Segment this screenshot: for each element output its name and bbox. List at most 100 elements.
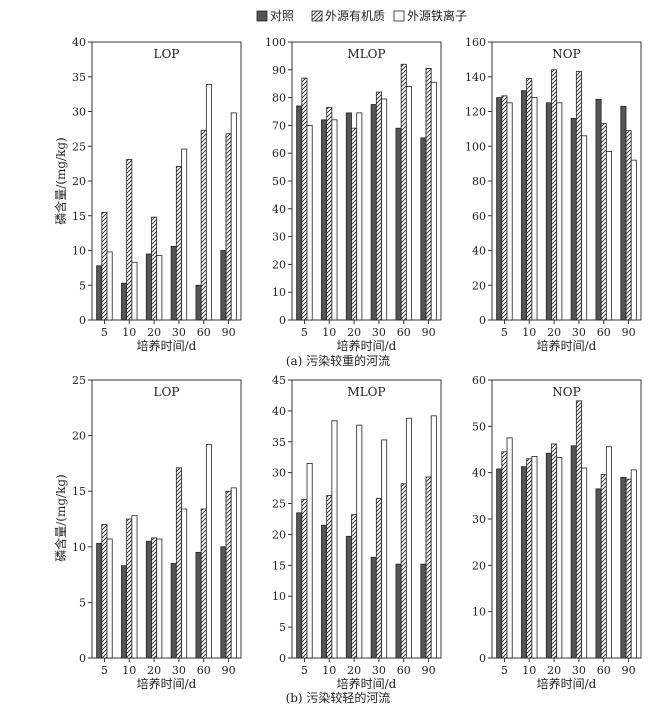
panel-a-mlop-ytick-label-10: 100 [265, 36, 286, 49]
panel-b-nop-bar-control-30 [570, 445, 577, 659]
panel-a-mlop-xtick-label-60: 60 [397, 326, 411, 339]
panel-b-mlop-x-axis-title: 培养时间/d [337, 676, 397, 691]
panel-a-nop-bar-organic-60 [600, 123, 607, 321]
panel-b-lop-bar-organic-60 [200, 508, 207, 659]
panel-a-nop-xtick-label-10: 10 [522, 326, 536, 339]
panel-a-mlop-bar-control-5 [296, 105, 303, 321]
panel-b-mlop-xtick-label-10: 10 [322, 664, 336, 677]
panel-a-nop-xtick-label-30: 30 [572, 326, 586, 339]
panel-a-lop-bar-control-5 [96, 265, 103, 321]
panel-a-nop-bar-control-10 [521, 90, 528, 321]
panel-a-lop-bar-iron-30 [181, 148, 188, 321]
panel-b-mlop-xtick-label-30: 30 [372, 664, 386, 677]
panel-b-lop-bar-control-20 [145, 540, 152, 659]
panel-b-lop-bar-iron-10 [131, 515, 138, 659]
panel-b-nop-ytick-label-1: 10 [472, 606, 486, 619]
legend-swatch-organic [311, 10, 323, 22]
panel-a-nop-x-axis-title: 培养时间/d [537, 338, 597, 353]
panel-b-nop-bar-organic-30 [575, 400, 582, 659]
panel-a-mlop-bar-iron-20 [356, 112, 363, 321]
panel-b-nop-xtick-label-90: 90 [622, 664, 636, 677]
panel-b-lop-bar-iron-60 [205, 444, 212, 659]
panel-a-lop-ytick-label-7: 35 [72, 71, 86, 84]
panel-b-nop-ytick-label-0: 0 [479, 652, 486, 665]
panel-a-mlop-bar-iron-30 [381, 98, 388, 321]
panel-a-lop-bar-control-30 [170, 245, 177, 321]
panel-a-nop-ytick-label-4: 80 [472, 175, 486, 188]
y-axis-title-b: 磷含量/(mg/kg) [53, 474, 68, 561]
panel-b-lop-x-axis-title: 培养时间/d [137, 676, 197, 691]
panel-a-lop-bar-control-10 [121, 282, 128, 321]
panel-a-lop-bar-iron-5 [106, 251, 113, 321]
panel-b-nop-xtick-label-10: 10 [522, 664, 536, 677]
legend-swatch-control [256, 10, 268, 22]
panel-a-mlop-ytick-label-8: 80 [272, 92, 286, 105]
panel-b-nop-xtick-label-20: 20 [547, 664, 561, 677]
panel-b-mlop-bar-iron-20 [356, 424, 363, 659]
panel-b-mlop-ytick-label-0: 0 [279, 652, 286, 665]
panel-b-lop-bar-control-60 [195, 551, 202, 659]
panel-a-mlop-bar-organic-90 [425, 68, 432, 321]
panel-b-lop: LOP 0 5 10 15 20 25 5 10 20 30 60 90 培养时间/d [72, 374, 242, 691]
panel-a-lop-bar-organic-60 [200, 129, 207, 321]
panel-a-lop-ytick-label-4: 20 [72, 175, 86, 188]
legend: 对照 外源有机质 外源铁离子 [256, 8, 467, 23]
panel-b-nop-bar-iron-90 [630, 469, 637, 659]
panel-a-mlop-ytick-label-0: 0 [279, 314, 286, 327]
panel-a-lop-ytick-label-8: 40 [72, 36, 86, 49]
panel-a-lop-bar-organic-10 [126, 159, 133, 321]
panel-b-lop-ytick-label-2: 10 [72, 541, 86, 554]
panel-a-nop-xtick-label-90: 90 [622, 326, 636, 339]
panel-b-mlop-bar-iron-5 [306, 462, 313, 659]
panel-a-mlop-xtick-label-30: 30 [372, 326, 386, 339]
panel-b-lop-ytick-label-3: 15 [72, 485, 86, 498]
panel-b-lop-bar-organic-10 [126, 518, 133, 659]
panel-a-mlop-x-axis-title: 培养时间/d [337, 338, 397, 353]
panel-b-mlop-bar-control-10 [321, 524, 328, 659]
panel-b-lop-bar-control-5 [96, 543, 103, 659]
panel-b-mlop-ytick-label-4: 20 [272, 528, 286, 541]
panel-b-mlop-ytick-label-8: 40 [272, 405, 286, 418]
panel-b-mlop-xtick-label-90: 90 [422, 664, 436, 677]
panel-a-mlop-ytick-label-4: 40 [272, 203, 286, 216]
panel-a-lop-bar-iron-90 [230, 112, 237, 321]
panel-a-nop-title: NOP [552, 47, 580, 61]
panel-b-lop-xtick-label-90: 90 [222, 664, 236, 677]
panel-a-lop-ytick-label-2: 10 [72, 245, 86, 258]
panel-b-mlop-bar-organic-5 [301, 498, 308, 659]
panel-b-lop-bar-organic-5 [101, 524, 108, 659]
panel-a-nop-bar-iron-5 [506, 102, 513, 321]
row-caption-b: (b) 污染较轻的河流 [286, 690, 391, 705]
panel-b-nop-bar-organic-5 [501, 451, 508, 659]
panel-b-nop-xtick-label-60: 60 [597, 664, 611, 677]
panel-a-mlop-ytick-label-7: 70 [272, 119, 286, 132]
panel-a-nop-bar-control-60 [595, 98, 602, 321]
row-caption-a: (a) 污染较重的河流 [286, 353, 390, 368]
panel-a-lop-xtick-label-20: 20 [147, 326, 161, 339]
panel-b-mlop-bar-iron-60 [405, 417, 412, 659]
panel-a-nop-bar-iron-30 [581, 135, 588, 321]
panel-a-lop-bar-organic-30 [175, 166, 182, 321]
panel-a-lop-ytick-label-5: 25 [72, 140, 86, 153]
panel-a-mlop-xtick-label-5: 5 [301, 326, 308, 339]
panel-a-nop-ytick-label-3: 60 [472, 210, 486, 223]
panel-a-mlop-ytick-label-3: 30 [272, 231, 286, 244]
panel-a-nop-ytick-label-5: 100 [465, 140, 486, 153]
panel-b-mlop-title: MLOP [347, 385, 385, 399]
y-axis-title-a: 磷含量/(mg/kg) [53, 137, 68, 224]
panel-b-nop-bar-iron-10 [531, 456, 538, 659]
panel-b-mlop-bar-organic-20 [351, 514, 358, 659]
panel-a-lop-ytick-label-3: 15 [72, 210, 86, 223]
panel-b-mlop-bar-control-90 [420, 563, 427, 659]
panel-b-mlop-bar-iron-90 [430, 415, 437, 659]
panel-b-lop-ytick-label-4: 20 [72, 430, 86, 443]
panel-b-mlop-bar-iron-10 [331, 420, 338, 659]
panel-a-nop-ytick-label-7: 140 [465, 71, 486, 84]
panel-a-mlop-bar-iron-90 [430, 81, 437, 321]
panel-a-lop-ytick-label-1: 5 [79, 279, 86, 292]
panel-a-nop-bar-control-20 [545, 102, 552, 321]
panel-b-lop-bar-iron-90 [230, 487, 237, 659]
panel-a-mlop-title: MLOP [347, 47, 385, 61]
panel-b-mlop-bar-control-20 [345, 535, 352, 659]
